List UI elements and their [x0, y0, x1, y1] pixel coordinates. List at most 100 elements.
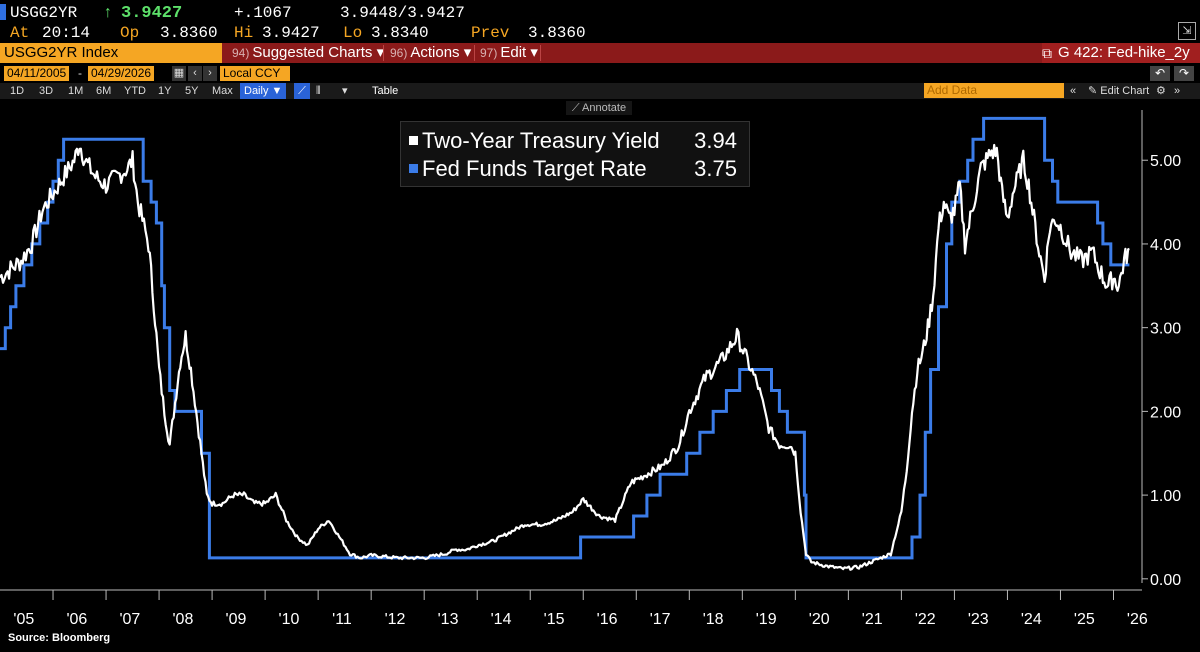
x-tick-label: '07	[119, 611, 140, 628]
open-value: 3.8360	[160, 24, 218, 42]
high-label: Hi	[234, 24, 254, 42]
pen-icon: ⟋	[571, 102, 583, 114]
two-year-yield-line	[0, 143, 1130, 571]
x-tick-label: '16	[597, 611, 618, 628]
x-tick-label: '11	[332, 611, 352, 628]
next-arrow-icon[interactable]: ›	[203, 66, 217, 81]
x-tick-label: '09	[226, 611, 247, 628]
legend-value-fed-funds: 3.75	[694, 156, 737, 181]
divider	[383, 45, 384, 61]
period-6m[interactable]: 6M	[96, 85, 112, 97]
legend-entry-yield: Two-Year Treasury Yield	[409, 127, 660, 155]
edit-chart-button[interactable]: ✎ Edit Chart	[1088, 85, 1150, 97]
x-tick-label: '18	[703, 611, 724, 628]
series-group	[0, 116, 1130, 571]
y-tick-label: 0.00	[1150, 572, 1181, 589]
x-tick-label: '06	[66, 611, 87, 628]
actions-menu[interactable]: 96) Actions ▾	[390, 43, 471, 63]
fed-funds-line	[0, 116, 1130, 560]
start-date-input[interactable]: 04/11/2005	[4, 66, 70, 81]
edit-chart-label: Edit Chart	[1100, 85, 1150, 97]
ohlc-line: At 20:14 Op 3.8360 Hi 3.9427 Lo 3.8340 P…	[0, 22, 1200, 42]
x-axis: '05 '06 '07 '08 '09 '10 '11 '12 '13 '14 '15 '16 '17 '…	[0, 589, 1148, 628]
legend-swatch-fed-funds	[409, 164, 418, 173]
collapse-icon[interactable]: «	[1070, 85, 1077, 97]
x-tick-label: '10	[279, 611, 300, 628]
prev-value: 3.8360	[528, 24, 586, 42]
annotate-button[interactable]: ⟋ Annotate	[566, 101, 632, 115]
edit-number: 97)	[480, 46, 498, 60]
x-tick-label: '22	[915, 611, 936, 628]
settings-icon[interactable]: ⚙	[1156, 85, 1166, 97]
ticker-marker	[0, 4, 6, 20]
legend-value-yield: 3.94	[694, 128, 737, 153]
legend-label-fed-funds: Fed Funds Target Rate	[422, 156, 647, 181]
x-tick-label: '05	[13, 611, 34, 628]
calendar-icon[interactable]: ▦	[172, 66, 186, 81]
period-5y[interactable]: 5Y	[185, 85, 199, 97]
popout-icon[interactable]: ⇲	[1178, 22, 1196, 40]
table-button[interactable]: Table	[372, 85, 399, 97]
x-tick-label: '20	[809, 611, 830, 628]
date-range-bar: 04/11/2005 - 04/29/2026 ▦ ‹ › Local CCY …	[0, 66, 1200, 82]
period-1y[interactable]: 1Y	[158, 85, 172, 97]
ticker-symbol[interactable]: USGG2YR	[10, 4, 78, 22]
period-1m[interactable]: 1M	[68, 85, 84, 97]
x-tick-label: '26	[1127, 611, 1148, 628]
chart-name-area[interactable]: ⧉ G 422: Fed-hike_2y	[1042, 43, 1200, 63]
open-label: Op	[120, 24, 140, 42]
x-tick-label: '14	[491, 611, 512, 628]
more-options-icon[interactable]: ▾	[342, 85, 348, 97]
x-tick-label: '12	[385, 611, 406, 628]
at-time: 20:14	[42, 24, 91, 42]
suggested-charts-number: 94)	[232, 46, 250, 60]
bar-style-icon[interactable]: ⫴	[316, 85, 321, 97]
prev-label: Prev	[471, 24, 510, 42]
security-field[interactable]: USGG2YR Index	[0, 43, 222, 63]
redo-icon[interactable]: ↷	[1174, 66, 1194, 81]
frequency-label: Daily	[244, 85, 269, 97]
legend: Two-Year Treasury Yield 3.94 Fed Funds T…	[400, 121, 750, 187]
x-tick-label: '21	[862, 611, 883, 628]
actions-label: Actions	[410, 44, 460, 61]
at-label: At	[10, 24, 30, 42]
x-tick-label: '13	[438, 611, 459, 628]
low-label: Lo	[343, 24, 363, 42]
suggested-charts-menu[interactable]: 94) Suggested Charts ▾	[232, 43, 384, 63]
period-3d[interactable]: 3D	[39, 85, 54, 97]
divider	[540, 45, 541, 61]
function-toolbar: USGG2YR Index 94) Suggested Charts ▾ 96) A…	[0, 43, 1200, 63]
x-tick-label: '08	[173, 611, 194, 628]
currency-select[interactable]: Local CCY	[220, 66, 290, 81]
add-data-input[interactable]: Add Data	[924, 83, 1064, 98]
y-tick-label: 1.00	[1150, 488, 1181, 505]
edit-menu[interactable]: 97) Edit ▾	[480, 43, 538, 63]
period-1d[interactable]: 1D	[10, 85, 25, 97]
divider	[474, 45, 475, 61]
x-tick-label: '19	[756, 611, 777, 628]
period-ytd[interactable]: YTD	[124, 85, 146, 97]
dropdown-arrow-icon: ▾	[459, 44, 472, 61]
undo-icon[interactable]: ↶	[1150, 66, 1170, 81]
y-tick-label: 3.00	[1150, 321, 1181, 338]
edit-label: Edit	[500, 44, 527, 61]
period-max[interactable]: Max	[212, 85, 233, 97]
end-date-input[interactable]: 04/29/2026	[88, 66, 155, 81]
line-chart-icon[interactable]: ⟋	[294, 83, 310, 99]
x-tick-label: '25	[1074, 611, 1095, 628]
y-tick-label: 4.00	[1150, 237, 1181, 254]
prev-arrow-icon[interactable]: ‹	[188, 66, 202, 81]
period-bar: 1D 3D 1M 6M YTD 1Y 5Y Max Daily ▼ ⟋ ⫴ ▾ …	[0, 83, 1200, 99]
expand-icon[interactable]: »	[1174, 85, 1181, 97]
y-tick-label: 5.00	[1150, 153, 1181, 170]
legend-swatch-yield	[409, 136, 418, 145]
link-icon: ⧉	[1042, 45, 1052, 61]
source-note: Source: Bloomberg	[8, 632, 111, 644]
chart-name: G 422: Fed-hike_2y	[1058, 44, 1190, 61]
legend-entry-fed-funds: Fed Funds Target Rate	[409, 155, 647, 183]
annotate-label: Annotate	[582, 102, 627, 114]
frequency-select[interactable]: Daily ▼	[240, 83, 287, 99]
quote-line: USGG2YR ↑ 3.9427 +.1067 3.9448/3.9427	[0, 2, 1200, 23]
range-separator: -	[78, 66, 82, 80]
chart-area[interactable]: 0.00 1.00 2.00 3.00 4.00 5.00 '05 '06 '07 '08 '09…	[0, 100, 1200, 632]
